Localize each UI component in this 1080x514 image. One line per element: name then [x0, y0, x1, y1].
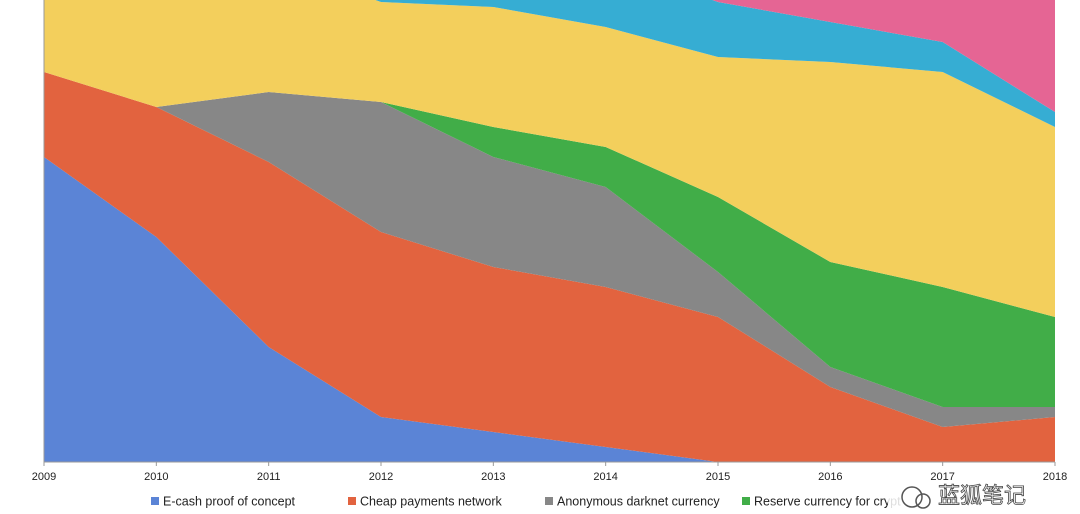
x-tick-label: 2009	[32, 471, 56, 483]
legend-swatch	[348, 497, 356, 505]
x-tick-label: 2010	[144, 471, 168, 483]
watermark-icon	[901, 486, 923, 508]
legend-swatch	[742, 497, 750, 505]
legend-swatch	[151, 497, 159, 505]
legend-label: E-cash proof of concept	[163, 494, 296, 508]
x-tick-label: 2013	[481, 471, 505, 483]
x-tick-label: 2015	[706, 471, 730, 483]
area	[44, 157, 1055, 462]
watermark-bg	[888, 482, 1080, 514]
watermark-icon	[915, 493, 931, 509]
legend-label: Cheap payments network	[360, 494, 502, 508]
area	[44, 72, 1055, 427]
x-tick-label: 2014	[593, 471, 617, 483]
watermark: 蓝狐笔记	[938, 484, 1026, 509]
legend-swatch	[545, 497, 553, 505]
x-tick-label: 2016	[818, 471, 842, 483]
area	[712, 0, 1055, 112]
x-tick-label: 2018	[1043, 471, 1067, 483]
x-tick-label: 2017	[930, 471, 954, 483]
area	[44, 72, 1055, 462]
area	[375, 0, 1055, 127]
area	[44, 72, 1055, 407]
x-tick-label: 2012	[369, 471, 393, 483]
area	[44, 0, 1055, 317]
legend-label: Reserve currency for crypt	[754, 494, 901, 508]
legend-label: Anonymous darknet currency	[557, 494, 720, 508]
x-tick-label: 2011	[257, 471, 281, 483]
